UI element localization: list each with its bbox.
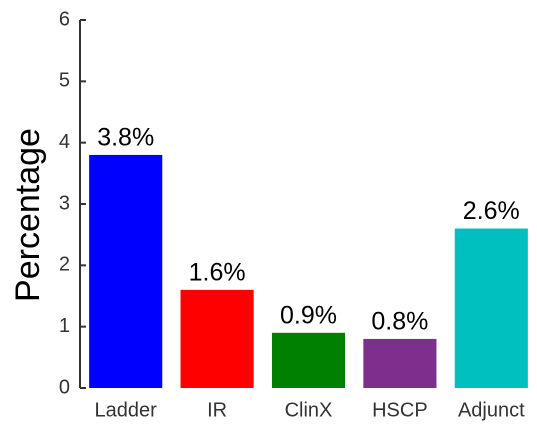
y-tick-label: 2	[59, 254, 70, 276]
value-label: 0.9%	[280, 301, 337, 329]
y-tick-label: 3	[59, 192, 70, 214]
bar	[89, 154, 163, 388]
value-label: 2.6%	[463, 197, 520, 225]
bar	[454, 228, 528, 388]
y-tick-label: 0	[59, 376, 70, 398]
x-tick-label: ClinX	[285, 399, 333, 421]
x-tick-label: Adjunct	[458, 399, 525, 421]
value-label: 1.6%	[189, 258, 246, 286]
y-tick-label: 1	[59, 315, 70, 337]
x-tick-label: IR	[207, 399, 227, 421]
x-tick-label: HSCP	[372, 399, 428, 421]
value-label: 0.8%	[371, 308, 428, 336]
bar	[363, 338, 437, 388]
y-axis-label: Percentage	[9, 128, 47, 302]
y-tick-label: 5	[59, 70, 70, 92]
bar	[271, 332, 346, 388]
y-tick-label: 4	[59, 131, 70, 153]
y-tick-label: 6	[59, 8, 70, 30]
value-label: 3.8%	[97, 124, 154, 152]
x-tick-label: Ladder	[95, 399, 158, 421]
bar	[180, 289, 254, 388]
